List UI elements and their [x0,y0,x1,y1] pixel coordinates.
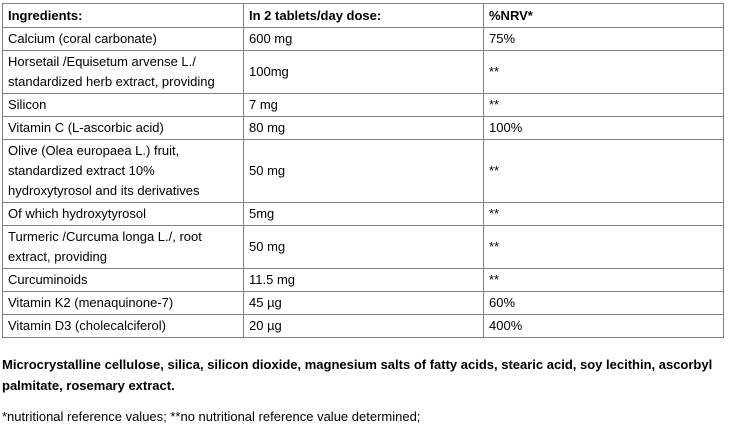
dose-cell: 100mg [243,50,484,94]
header-nrv: %NRV* [483,3,724,28]
dose-cell: 45 µg [243,291,484,315]
nrv-cell: ** [483,202,724,226]
table-row: Vitamin D3 (cholecalciferol) 20 µg 400% [2,314,724,338]
nrv-cell: ** [483,268,724,292]
table-row: Silicon 7 mg ** [2,93,724,117]
dose-cell: 20 µg [243,314,484,338]
dose-cell: 50 mg [243,139,484,203]
nrv-cell: 400% [483,314,724,338]
dose-cell: 11.5 mg [243,268,484,292]
ingredient-cell: Curcuminoids [2,268,244,292]
ingredient-cell: Turmeric /Curcuma longa L./, root extrac… [2,225,244,269]
ingredient-cell: Vitamin C (L-ascorbic acid) [2,116,244,140]
table-header-row: Ingredients: In 2 tablets/day dose: %NRV… [2,3,724,28]
dose-cell: 80 mg [243,116,484,140]
table-row: Horsetail /Equisetum arvense L./ standar… [2,50,724,94]
header-dose: In 2 tablets/day dose: [243,3,484,28]
dose-cell: 50 mg [243,225,484,269]
nrv-cell: 60% [483,291,724,315]
table-row: Curcuminoids 11.5 mg ** [2,268,724,292]
table-row: Vitamin K2 (menaquinone-7) 45 µg 60% [2,291,724,315]
nrv-cell: ** [483,93,724,117]
dose-cell: 600 mg [243,27,484,51]
ingredient-cell: Vitamin D3 (cholecalciferol) [2,314,244,338]
table-row: Vitamin C (L-ascorbic acid) 80 mg 100% [2,116,724,140]
ingredient-cell: Vitamin K2 (menaquinone-7) [2,291,244,315]
ingredient-cell: Calcium (coral carbonate) [2,27,244,51]
ingredient-cell: Horsetail /Equisetum arvense L./ standar… [2,50,244,94]
ingredient-cell: Of which hydroxytyrosol [2,202,244,226]
nrv-cell: ** [483,50,724,94]
nrv-cell: ** [483,139,724,203]
nrv-cell: ** [483,225,724,269]
ingredient-cell: Olive (Olea europaea L.) fruit, standard… [2,139,244,203]
dose-cell: 7 mg [243,93,484,117]
footnote-text: *nutritional reference values; **no nutr… [2,409,421,424]
header-ingredients: Ingredients: [2,3,244,28]
nrv-cell: 75% [483,27,724,51]
table-row: Olive (Olea europaea L.) fruit, standard… [2,139,724,203]
dose-cell: 5mg [243,202,484,226]
table-row: Turmeric /Curcuma longa L./, root extrac… [2,225,724,269]
table-row: Calcium (coral carbonate) 600 mg 75% [2,27,724,51]
table-row: Of which hydroxytyrosol 5mg ** [2,202,724,226]
ingredient-cell: Silicon [2,93,244,117]
ingredients-table: Ingredients: In 2 tablets/day dose: %NRV… [2,3,724,338]
nrv-cell: 100% [483,116,724,140]
other-ingredients-text: Microcrystalline cellulose, silica, sili… [2,357,713,393]
